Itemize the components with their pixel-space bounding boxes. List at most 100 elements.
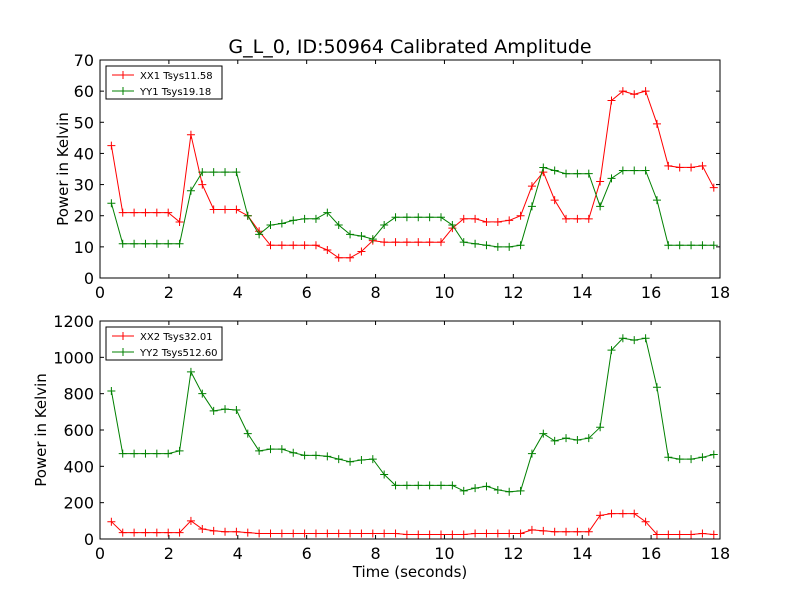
data-point [357, 247, 366, 256]
data-point [596, 423, 605, 432]
data-point [539, 429, 548, 438]
data-point [698, 529, 707, 538]
data-point [596, 511, 605, 520]
top-panel: 0 2 4 6 8 10 12 14 16 18 0 10 20 30 40 50 60 70 Power in K… [54, 51, 730, 302]
data-point [311, 451, 320, 460]
data-point [334, 221, 343, 230]
data-point [266, 445, 275, 454]
data-point [618, 509, 627, 518]
data-point [573, 169, 582, 178]
data-point [402, 238, 411, 247]
data-point [221, 168, 230, 177]
y-tick-label: 1000 [53, 348, 94, 367]
y-tick-label: 70 [74, 51, 94, 70]
data-point [164, 239, 173, 248]
x-tick-label: 0 [95, 544, 105, 563]
data-point [482, 217, 491, 226]
data-point [391, 213, 400, 222]
data-point [243, 429, 252, 438]
data-point [573, 214, 582, 223]
data-point [300, 214, 309, 223]
data-point [311, 529, 320, 538]
legend-marker [119, 332, 127, 340]
data-point [630, 336, 639, 345]
data-point [664, 530, 673, 539]
x-tick-label: 6 [302, 544, 312, 563]
data-point [118, 449, 127, 458]
data-point [437, 213, 445, 222]
data-point [471, 484, 480, 493]
y-tick-label: 20 [74, 207, 94, 226]
data-point [402, 530, 411, 539]
data-point [368, 235, 377, 244]
data-point [289, 216, 298, 225]
data-point [164, 528, 173, 537]
x-tick-label: 2 [164, 544, 174, 563]
data-point [232, 205, 241, 214]
data-point [562, 169, 571, 178]
data-point [425, 238, 434, 247]
data-point [289, 448, 298, 457]
data-point [675, 241, 684, 250]
data-point [380, 470, 389, 479]
data-point [698, 241, 707, 250]
data-point [709, 183, 718, 192]
data-point [380, 529, 389, 538]
data-point [505, 529, 514, 538]
data-point [664, 453, 673, 462]
data-point [152, 208, 161, 217]
data-point [618, 166, 627, 175]
data-point [175, 239, 184, 248]
data-point [562, 527, 571, 536]
data-point [471, 239, 480, 248]
legend: XX1 Tsys11.58 YY1 Tsys19.18 [105, 65, 223, 100]
data-point [175, 446, 184, 455]
data-point [698, 453, 707, 462]
data-point [130, 208, 139, 217]
data-point [505, 216, 514, 225]
x-tick-label: 14 [572, 283, 592, 302]
data-point [380, 238, 389, 247]
data-point [277, 445, 286, 454]
data-point [175, 528, 184, 537]
data-point [687, 241, 696, 250]
data-point [664, 241, 673, 250]
data-point [687, 530, 696, 539]
data-point [493, 242, 502, 251]
data-point [175, 217, 184, 226]
data-point [186, 516, 195, 525]
data-point [607, 509, 616, 518]
data-point [448, 530, 457, 539]
y-axis-label: Power in Kelvin [32, 373, 50, 487]
y-tick-label: 200 [63, 494, 94, 513]
data-point [493, 217, 502, 226]
data-point [357, 455, 366, 464]
data-point [562, 434, 571, 443]
data-point [266, 221, 275, 230]
data-point [141, 208, 150, 217]
data-point [437, 530, 445, 539]
legend-box [105, 326, 223, 361]
data-point [607, 346, 616, 355]
y-tick-label: 0 [84, 269, 94, 288]
data-point [459, 238, 468, 247]
data-point [198, 168, 207, 177]
data-point [243, 211, 252, 220]
data-point [221, 527, 230, 536]
data-point [425, 530, 434, 539]
data-point [652, 119, 661, 128]
data-point [414, 530, 423, 539]
x-tick-label: 10 [434, 544, 454, 563]
data-point [664, 161, 673, 170]
data-point [505, 487, 514, 496]
data-point [437, 481, 445, 490]
data-point [130, 449, 139, 458]
series-line [110, 337, 714, 493]
data-point [448, 481, 457, 490]
data-point [425, 213, 434, 222]
data-point [232, 527, 241, 536]
data-point [539, 526, 548, 535]
data-point [152, 239, 161, 248]
data-point [493, 485, 502, 494]
data-point [118, 208, 127, 217]
